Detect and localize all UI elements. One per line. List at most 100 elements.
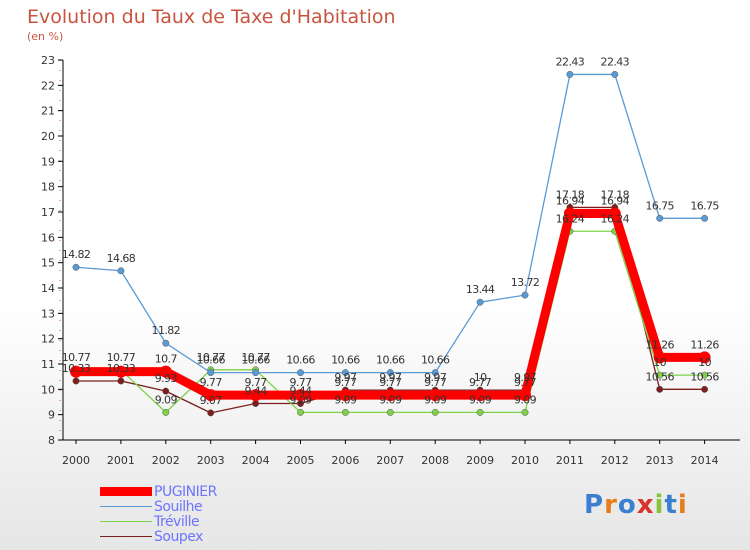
data-label: 10: [698, 356, 711, 369]
data-point: [701, 371, 709, 379]
data-point: [162, 408, 170, 416]
x-tick-label: 2000: [62, 454, 90, 467]
logo-letter: t: [664, 490, 678, 520]
data-label: 9.77: [334, 376, 357, 389]
data-point: [297, 408, 304, 416]
data-label: 22.43: [556, 55, 585, 68]
data-point: [656, 385, 664, 393]
data-label: 9.07: [200, 394, 223, 407]
data-point: [117, 267, 125, 275]
logo-letter: x: [636, 490, 655, 520]
legend-label-souilhe: Souilhe: [154, 499, 203, 515]
data-label: 10.33: [62, 362, 91, 375]
data-point: [431, 369, 439, 377]
data-point: [117, 377, 125, 385]
x-tick-label: 2012: [601, 454, 629, 467]
x-tick-label: 2001: [107, 454, 135, 467]
data-label: 9.77: [245, 376, 268, 389]
y-tick-label: 14: [41, 282, 55, 295]
data-point: [476, 408, 484, 416]
data-point: [656, 214, 664, 222]
legend-swatch-treville: [100, 521, 152, 522]
data-label: 10.56: [690, 370, 719, 383]
chart-series-lines: [70, 70, 711, 417]
legend-label-puginier: PUGINIER: [154, 484, 217, 500]
data-label: 16.75: [690, 199, 719, 212]
data-point: [386, 369, 394, 377]
data-point: [656, 371, 664, 379]
chart-subtitle: (en %): [27, 30, 64, 43]
data-point: [72, 263, 80, 271]
data-label: 16.24: [601, 212, 630, 225]
legend-label-treville: Tréville: [154, 514, 200, 530]
data-label: 10: [653, 356, 666, 369]
y-tick-label: 10: [41, 383, 55, 396]
data-label: 16.94: [601, 195, 630, 208]
y-tick-label: 18: [41, 181, 55, 194]
data-point: [70, 365, 82, 378]
data-point: [653, 351, 666, 364]
data-label: 16.24: [556, 212, 585, 225]
data-point: [341, 408, 349, 416]
logo-letter: r: [604, 490, 618, 520]
data-point: [384, 389, 397, 402]
data-point: [701, 385, 709, 393]
data-point: [611, 70, 619, 78]
data-point: [294, 389, 307, 402]
data-label: 9.77: [424, 376, 447, 389]
y-tick-label: 12: [41, 333, 55, 346]
y-tick-label: 21: [41, 105, 55, 118]
y-tick-label: 23: [41, 54, 55, 67]
data-label: 9.77: [379, 376, 402, 389]
data-label: 10.33: [107, 362, 136, 375]
legend-swatch-souilhe: [100, 506, 152, 507]
data-label: 10.66: [421, 354, 450, 367]
data-point: [207, 409, 215, 417]
data-label: 17.18: [601, 188, 630, 201]
y-tick-label: 22: [41, 79, 55, 92]
x-tick-label: 2008: [421, 454, 449, 467]
data-point: [114, 365, 127, 378]
data-label: 9.77: [469, 376, 492, 389]
data-point: [701, 214, 709, 222]
data-label: 13.72: [511, 276, 540, 289]
data-label: 11.82: [152, 324, 181, 337]
data-label: 9.97: [379, 371, 402, 384]
x-tick-label: 2014: [691, 454, 719, 467]
data-label: 10.66: [376, 354, 405, 367]
data-point: [72, 377, 80, 385]
y-tick-label: 17: [41, 206, 55, 219]
logo-letter: i: [654, 490, 665, 520]
data-point: [563, 207, 576, 220]
data-label: 9.97: [334, 371, 357, 384]
x-tick-label: 2009: [466, 454, 494, 467]
y-tick-label: 8: [48, 434, 55, 447]
data-label: 16.94: [556, 195, 585, 208]
legend-label-soupex: Soupex: [154, 529, 203, 545]
x-tick-label: 2010: [511, 454, 539, 467]
data-label: 9.09: [379, 393, 402, 406]
data-point: [162, 387, 170, 395]
data-label: 9.09: [334, 393, 357, 406]
data-point: [566, 70, 574, 78]
x-tick-label: 2006: [331, 454, 359, 467]
data-label: 9.09: [514, 393, 537, 406]
data-point: [431, 408, 439, 416]
logo-letter: o: [617, 490, 637, 520]
data-point: [519, 389, 531, 402]
data-label: 10.66: [241, 354, 270, 367]
data-label: 11.26: [690, 338, 719, 351]
data-label: 10.77: [241, 351, 270, 364]
data-point: [608, 207, 621, 220]
data-point: [429, 389, 442, 402]
data-point: [521, 291, 529, 299]
data-label: 9.77: [200, 376, 223, 389]
data-point: [339, 389, 352, 402]
legend-swatch-soupex: [100, 536, 152, 537]
data-point: [204, 389, 217, 402]
chart-title: Evolution du Taux de Taxe d'Habitation: [27, 6, 396, 28]
data-point: [159, 365, 172, 378]
data-label: 13.44: [466, 283, 495, 296]
data-label: 9.09: [469, 393, 492, 406]
data-point: [474, 389, 487, 402]
